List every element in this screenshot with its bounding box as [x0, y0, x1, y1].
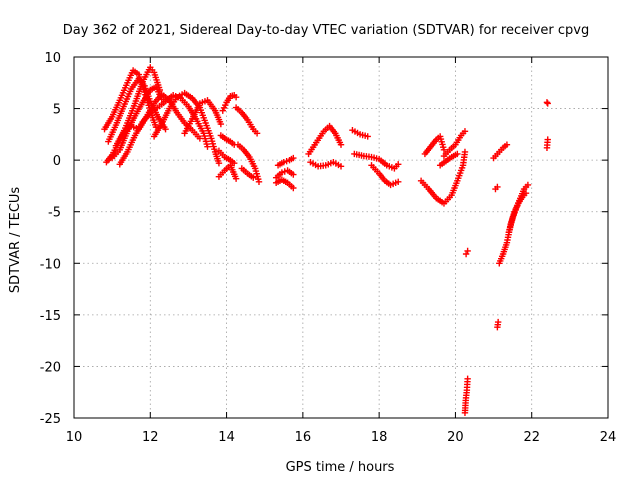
series-arc-c3 — [274, 154, 297, 169]
series-arc-e1 — [462, 247, 471, 258]
series-arc-c1 — [272, 167, 297, 181]
chart-title: Day 362 of 2021, Sidereal Day-to-day VTE… — [63, 23, 589, 38]
y-tick-labels: -25 -20 -15 -10 -5 0 5 10 — [40, 51, 61, 427]
x-tick-label: 18 — [371, 430, 388, 445]
series-arc-b7 — [238, 165, 257, 181]
data-point — [232, 94, 240, 101]
y-tick-label: -10 — [40, 257, 61, 272]
series-arc-b2 — [217, 132, 238, 148]
series-arc-a6 — [116, 91, 211, 168]
x-tick-label: 10 — [66, 430, 83, 445]
x-tick-label: 20 — [447, 430, 464, 445]
data-point — [364, 133, 371, 140]
series-arc-b6 — [232, 104, 261, 137]
x-axis-label: GPS time / hours — [286, 460, 395, 475]
data-point — [290, 184, 297, 192]
data-point — [462, 250, 470, 258]
y-tick-label: -25 — [40, 412, 61, 427]
series-arc-d1 — [417, 148, 469, 207]
data-point — [544, 136, 551, 143]
x-tick-label: 22 — [523, 430, 540, 445]
data-point — [283, 157, 290, 165]
data-point — [204, 143, 211, 150]
series-arc-c2 — [272, 176, 297, 192]
data-point — [232, 175, 240, 182]
series-arc-d2 — [421, 133, 448, 158]
series-arc-d3 — [440, 128, 469, 160]
series-arc-c5 — [307, 159, 345, 170]
series-arc-e9 — [543, 136, 551, 151]
x-tick-label: 24 — [600, 430, 617, 445]
series-arc-c6 — [349, 127, 371, 140]
data-point — [217, 120, 225, 128]
data-point — [461, 148, 469, 156]
series-arc-e7 — [505, 181, 532, 236]
x-tick-labels: 10 12 14 16 18 20 22 24 — [66, 430, 617, 445]
data-point — [231, 160, 238, 167]
series-arc-c7 — [351, 150, 402, 172]
y-tick-label: 10 — [44, 51, 61, 66]
grid-lines — [74, 57, 608, 418]
data-point — [524, 181, 532, 189]
data-point — [454, 150, 461, 158]
data-point — [464, 247, 471, 255]
series-arc-e2 — [461, 375, 471, 417]
series-arc-e3 — [490, 141, 511, 162]
data-point — [440, 146, 448, 154]
series-arc-b1 — [219, 91, 240, 114]
y-tick-label: -5 — [48, 206, 61, 221]
plot-frame — [73, 56, 609, 419]
series-arc-e5 — [494, 318, 502, 331]
data-point — [337, 141, 345, 148]
series-arc-c8 — [368, 162, 402, 189]
data-point — [196, 135, 204, 142]
series-arc-e4 — [492, 183, 501, 193]
series-arc-b4 — [215, 162, 240, 182]
data-point — [494, 318, 502, 326]
data-point — [162, 126, 169, 133]
data-point — [544, 100, 551, 107]
data-point — [290, 154, 297, 162]
data-point — [543, 99, 551, 106]
y-tick-label: 5 — [53, 103, 61, 118]
series-arc-b5 — [234, 141, 263, 186]
data-point — [255, 178, 263, 186]
y-tick-label: 0 — [53, 154, 61, 169]
data-point — [395, 178, 402, 186]
data-point — [290, 171, 297, 178]
data-point — [503, 141, 511, 148]
y-axis-label: SDTVAR / TECUs — [8, 187, 23, 294]
data-point — [215, 160, 223, 167]
data-point — [250, 174, 257, 181]
x-tick-label: 14 — [218, 430, 235, 445]
x-tick-label: 16 — [295, 430, 312, 445]
series-arc-e8 — [543, 99, 551, 107]
series-arc-c4 — [305, 122, 345, 158]
series-arc-d4 — [436, 150, 461, 169]
data-point — [278, 169, 286, 176]
series-arc-a8 — [181, 97, 225, 137]
y-tick-label: -15 — [40, 309, 61, 324]
data-point — [280, 159, 287, 166]
x-tick-label: 12 — [142, 430, 159, 445]
data-point — [253, 130, 261, 137]
data-point — [461, 128, 469, 135]
data-point — [494, 183, 501, 191]
y-tick-label: -20 — [40, 360, 61, 375]
data-points — [101, 64, 551, 417]
data-point — [337, 163, 345, 170]
data-point — [464, 375, 471, 383]
data-point — [395, 161, 402, 168]
